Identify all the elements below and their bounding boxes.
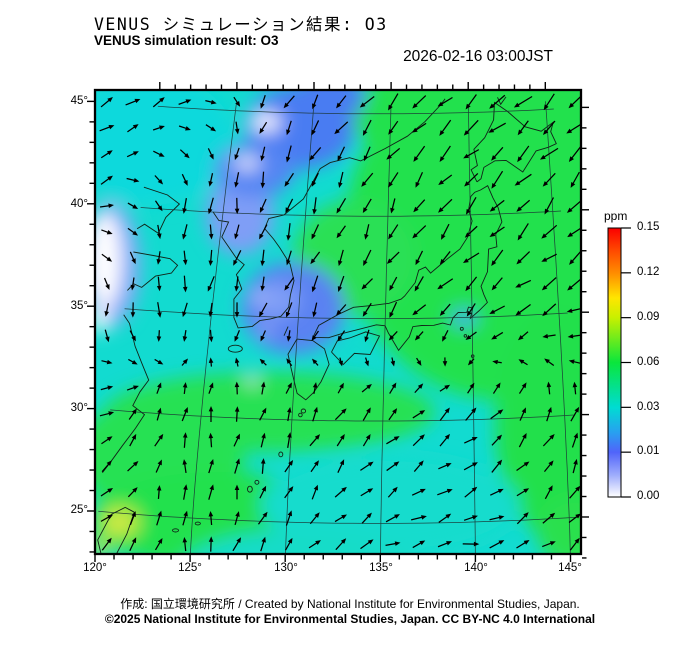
lon-tick-label-140: 140° xyxy=(464,562,488,574)
lon-tick-label-125: 125° xyxy=(178,562,202,574)
colorbar-tick-015: 0.15 xyxy=(637,221,660,233)
credit-line: 作成: 国立環境研究所 / Created by National Instit… xyxy=(120,597,580,611)
colorbar-tick-003: 0.03 xyxy=(637,401,660,413)
page-title-japanese: VENUS シミュレーション結果: O3 xyxy=(94,15,388,34)
lat-tick-label-40: 40° xyxy=(70,198,88,210)
lon-tick-label-130: 130° xyxy=(274,562,298,574)
lat-tick-label-25: 25° xyxy=(70,504,88,516)
colorbar-unit-label: ppm xyxy=(604,209,628,223)
lon-tick-label-145: 145° xyxy=(558,562,582,574)
colorbar-tick-009: 0.09 xyxy=(637,311,660,323)
colorbar-tick-001: 0.01 xyxy=(637,445,660,457)
lon-tick-label-120: 120° xyxy=(83,562,107,574)
lon-tick-label-135: 135° xyxy=(369,562,393,574)
lat-tick-label-45: 45° xyxy=(70,95,88,107)
colorbar-tick-012: 0.12 xyxy=(637,266,660,278)
lat-tick-label-35: 35° xyxy=(70,300,88,312)
page-title-english: VENUS simulation result: O3 xyxy=(94,33,279,48)
colorbar-tick-000: 0.00 xyxy=(637,490,660,502)
colorbar-tick-006: 0.06 xyxy=(637,356,660,368)
lat-tick-label-30: 30° xyxy=(70,402,88,414)
timestamp-label: 2026-02-16 03:00JST xyxy=(403,48,553,65)
copyright-line: ©2025 National Institute for Environment… xyxy=(104,612,596,626)
